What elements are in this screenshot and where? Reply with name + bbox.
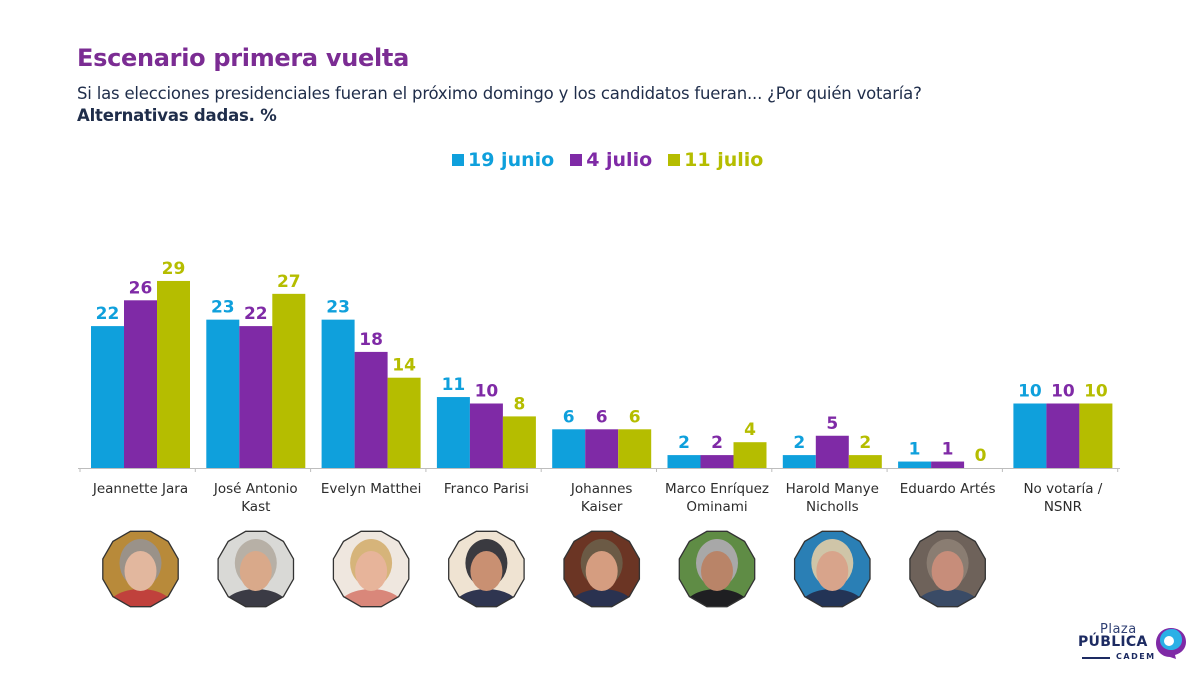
bar — [848, 455, 882, 468]
chart-subtitle-bold: Alternativas dadas. % — [77, 106, 277, 125]
bar — [436, 397, 470, 468]
bar-value-label: 5 — [826, 414, 838, 434]
candidate-photo — [678, 530, 756, 608]
bar — [898, 461, 932, 468]
legend-item-19-junio: 19 junio — [452, 149, 554, 171]
chart-title: Escenario primera vuelta — [77, 44, 409, 72]
category-label: Franco Parisi — [444, 481, 529, 497]
legend: 19 junio 4 julio 11 julio — [452, 149, 763, 171]
bar — [618, 429, 652, 468]
legend-swatch — [452, 154, 464, 166]
bar — [239, 326, 273, 468]
bar — [667, 455, 701, 468]
logo-text-cadem: CADEM — [1116, 652, 1156, 661]
bar-value-label: 1 — [909, 440, 921, 460]
legend-label: 4 julio — [586, 149, 653, 171]
bar-value-label: 6 — [629, 407, 641, 427]
bar — [552, 429, 586, 468]
category-label: NSNR — [1044, 499, 1082, 515]
bar-value-label: 10 — [1051, 382, 1075, 402]
bar — [124, 300, 157, 468]
category-label: Eduardo Artés — [900, 481, 996, 497]
bar — [1013, 403, 1047, 468]
plaza-publica-cadem-logo: Plaza PÚBLICA CADEM — [1076, 622, 1191, 664]
bar — [931, 461, 965, 468]
bar — [206, 319, 240, 468]
bar-value-label: 6 — [563, 407, 575, 427]
category-label: Harold Manye — [786, 481, 879, 497]
bar-value-label: 2 — [793, 433, 805, 453]
bar-value-label: 26 — [129, 278, 153, 298]
bar-value-label: 1 — [942, 440, 954, 460]
logo-text-publica: PÚBLICA — [1078, 634, 1148, 650]
bar-value-label: 2 — [859, 433, 871, 453]
legend-label: 19 junio — [468, 149, 555, 171]
category-label: Kast — [241, 499, 270, 515]
bar — [272, 293, 306, 468]
bar-value-label: 0 — [975, 446, 987, 466]
candidate-photo — [448, 530, 525, 608]
bar — [354, 351, 388, 468]
candidate-photo — [793, 530, 871, 608]
bar-value-label: 8 — [513, 394, 525, 414]
bar-value-label: 11 — [442, 375, 466, 395]
bar — [815, 435, 849, 468]
candidate-photo — [909, 530, 986, 608]
category-label: Nicholls — [806, 499, 859, 515]
bar — [91, 326, 124, 468]
bar — [1079, 403, 1113, 468]
candidate-photo — [102, 530, 179, 608]
logo-text-plaza: Plaza — [1100, 622, 1137, 637]
category-label: Johannes — [570, 481, 633, 497]
bar — [782, 455, 816, 468]
bar-value-label: 29 — [162, 259, 186, 279]
bar — [502, 416, 536, 468]
bar — [469, 403, 503, 468]
legend-swatch — [570, 154, 583, 166]
bar-value-label: 18 — [359, 330, 383, 350]
bar-value-label: 2 — [678, 433, 690, 453]
bar — [700, 455, 734, 468]
bar-value-label: 10 — [1018, 382, 1042, 402]
bar-value-label: 22 — [96, 304, 120, 324]
legend-label: 11 julio — [684, 149, 764, 171]
bar-value-label: 2 — [711, 433, 723, 453]
bar — [387, 377, 421, 468]
bar — [733, 442, 767, 468]
category-label: Jeannette Jara — [92, 481, 188, 497]
bar — [1046, 403, 1080, 468]
legend-item-11-julio: 11 julio — [668, 149, 763, 171]
bar-value-label: 22 — [244, 304, 268, 324]
category-label: Kaiser — [581, 499, 623, 515]
candidate-photo — [332, 530, 410, 608]
bar — [157, 280, 190, 468]
legend-item-4-julio: 4 julio — [570, 149, 652, 171]
category-label: No votaría / — [1023, 481, 1102, 497]
bar-value-label: 23 — [211, 298, 235, 318]
category-label: Ominami — [686, 499, 747, 515]
bar-value-label: 10 — [475, 382, 499, 402]
bar-value-label: 4 — [744, 420, 756, 440]
speech-bubble-logo-icon — [1156, 628, 1186, 659]
bar — [321, 319, 355, 468]
bar — [585, 429, 619, 468]
bar-value-label: 14 — [392, 356, 416, 376]
category-label: José Antonio — [213, 481, 298, 497]
candidate-photo — [217, 530, 295, 608]
category-label: Evelyn Matthei — [321, 481, 422, 497]
legend-swatch — [668, 154, 681, 166]
bar-value-label: 6 — [596, 407, 608, 427]
logo-divider — [1082, 657, 1110, 659]
bar-value-label: 27 — [277, 272, 301, 292]
bar-value-label: 10 — [1084, 382, 1108, 402]
candidate-photo — [563, 530, 641, 608]
category-label: Marco Enríquez — [665, 481, 769, 497]
chart-subtitle: Si las elecciones presidenciales fueran … — [77, 84, 922, 103]
bar-value-label: 23 — [326, 298, 350, 318]
